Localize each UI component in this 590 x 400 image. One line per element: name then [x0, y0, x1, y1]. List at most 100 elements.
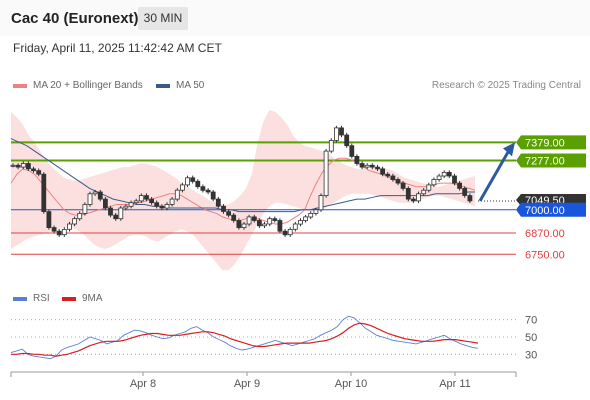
ma20-legend-label: MA 20 + Bollinger Bands — [33, 80, 143, 91]
candle-body — [113, 214, 119, 220]
candle-body — [385, 173, 391, 177]
rsi-legend: RSI — [13, 293, 50, 304]
candle-body — [231, 214, 237, 221]
candle-body — [200, 186, 206, 191]
candle-body — [292, 223, 298, 230]
candle-body — [298, 220, 303, 225]
candle-body — [410, 198, 416, 202]
candle-body — [436, 175, 442, 180]
candle-body — [241, 223, 247, 228]
candle-body — [328, 139, 334, 152]
candle-body — [405, 187, 411, 200]
candle-body — [190, 177, 196, 182]
candle-body — [25, 163, 31, 170]
candle-body — [323, 150, 329, 197]
candle-body — [133, 200, 139, 204]
copyright-text: Research © 2025 Trading Central — [431, 80, 581, 91]
candle-body — [56, 230, 62, 236]
candle-body — [46, 211, 52, 229]
candle-body — [221, 205, 226, 212]
ma50-legend-label: MA 50 — [176, 80, 205, 91]
candle-body — [31, 168, 36, 172]
candle-body — [41, 173, 47, 212]
candle-body — [452, 175, 457, 184]
candle-body — [303, 216, 309, 221]
candle-body — [123, 205, 129, 209]
ma9-legend: 9MA — [62, 293, 103, 304]
ma9-legend-swatch — [62, 296, 76, 301]
candle-body — [87, 193, 93, 205]
candle-body — [72, 218, 77, 225]
candle-body — [246, 216, 252, 225]
candle-body — [77, 212, 83, 220]
candle-body — [174, 189, 180, 200]
candle-body — [272, 218, 278, 221]
candle-body — [318, 195, 324, 211]
x-tick-label: Apr 10 — [335, 378, 367, 390]
candle-body — [256, 220, 262, 227]
rsi-tick-label: 50 — [525, 332, 537, 344]
resistance-label-box — [516, 153, 586, 168]
candle-body — [97, 191, 103, 200]
candle-body — [128, 202, 134, 207]
rsi-ma9-line — [11, 322, 479, 357]
resistance-label: 7277.00 — [525, 155, 565, 167]
candle-body — [15, 164, 21, 168]
rsi-tick-label: 70 — [525, 315, 537, 327]
candle-body — [205, 189, 211, 193]
candle-body — [67, 223, 72, 230]
pivot-label: 7000.00 — [525, 205, 565, 217]
candle-body — [282, 230, 288, 236]
candle-body — [395, 179, 401, 184]
candle-body — [446, 171, 452, 177]
candle-body — [359, 163, 365, 168]
x-tick-label: Apr 9 — [234, 378, 260, 390]
ma50-legend: MA 50 — [156, 80, 204, 91]
candle-body — [313, 209, 319, 214]
candle-body — [441, 171, 447, 177]
resistance-label-box — [516, 135, 586, 150]
ma50-legend-swatch — [156, 83, 170, 88]
candle-body — [10, 164, 16, 167]
candle-body — [82, 204, 88, 214]
resistance-label: 7379.00 — [525, 137, 565, 149]
candle-body — [36, 170, 42, 175]
candle-body — [354, 155, 360, 164]
candle-body — [61, 228, 67, 236]
candle-body — [159, 205, 165, 209]
candle-body — [20, 163, 26, 168]
candle-body — [277, 220, 283, 232]
candle-body — [267, 218, 273, 225]
rsi-line — [10, 315, 479, 360]
candle-body — [467, 195, 473, 202]
support-label: 6870.00 — [525, 228, 565, 240]
support-label: 6750.00 — [525, 249, 565, 261]
candle-body — [164, 204, 170, 209]
candle-body — [462, 187, 468, 196]
candle-body — [103, 198, 108, 209]
candle-body — [416, 193, 421, 202]
candle-body — [333, 127, 339, 141]
candle-body — [364, 164, 370, 168]
candle-body — [287, 228, 293, 236]
candle-body — [369, 164, 375, 168]
candle-body — [251, 216, 257, 221]
candle-body — [380, 168, 386, 175]
candle-body — [154, 202, 160, 207]
x-tick-label: Apr 8 — [130, 378, 156, 390]
candle-body — [421, 189, 427, 195]
ma9-legend-label: 9MA — [82, 293, 103, 304]
timeframe-badge[interactable]: 30 MIN — [138, 7, 188, 30]
candle-body — [344, 134, 350, 147]
ma20-legend-swatch — [13, 83, 27, 88]
candle-body — [179, 184, 185, 191]
candle-body — [426, 184, 432, 191]
candle-body — [339, 127, 344, 136]
chart-header: Cac 40 (Euronext) 30 MIN — [0, 0, 590, 36]
x-tick-label: Apr 11 — [439, 378, 471, 390]
candle-body — [457, 182, 463, 189]
candle-body — [400, 182, 406, 189]
candle-body — [195, 180, 201, 188]
candle-body — [51, 227, 57, 232]
